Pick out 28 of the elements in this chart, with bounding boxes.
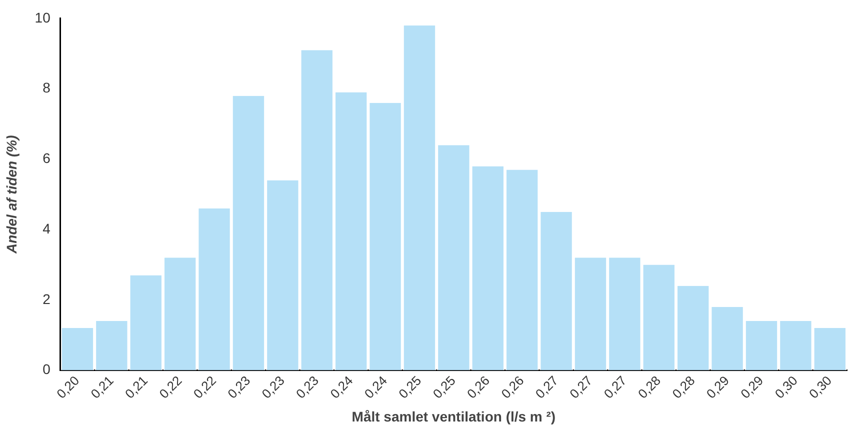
x-tick-label: 0,22 <box>156 372 185 402</box>
x-tick-label: 0,30 <box>772 372 800 402</box>
x-tick-label: 0,20 <box>54 372 82 402</box>
y-tick-label: 2 <box>42 290 51 307</box>
x-tick-label: 0,23 <box>293 372 322 402</box>
y-axis-title: Andel af tiden (%) <box>3 134 20 254</box>
x-tick-label: 0,28 <box>669 372 698 402</box>
y-tick-label: 6 <box>42 150 51 166</box>
x-tick-label: 0,25 <box>430 372 458 402</box>
x-tick-label: 0,21 <box>88 372 116 402</box>
x-tick-label: 0,26 <box>498 372 527 402</box>
x-tick-label: 0,21 <box>122 372 151 402</box>
y-tick-label: 10 <box>34 9 51 26</box>
y-tick-label: 0 <box>42 361 51 378</box>
x-axis-title: Målt samlet ventilation (l/s m ²) <box>352 408 556 424</box>
x-tick-label: 0,28 <box>635 372 664 402</box>
x-tick-label: 0,30 <box>806 372 835 402</box>
x-tick-label: 0,22 <box>190 372 219 402</box>
x-tick-label: 0,24 <box>361 372 390 402</box>
x-tick-label: 0,24 <box>327 372 356 402</box>
x-tick-label: 0,25 <box>396 372 424 402</box>
x-tick-label: 0,23 <box>258 372 288 402</box>
x-tick-label: 0,29 <box>703 372 732 402</box>
x-tick-label: 0,29 <box>738 372 766 402</box>
y-tick-label: 8 <box>42 80 51 96</box>
x-tick-label: 0,26 <box>464 372 493 402</box>
x-tick-label: 0,23 <box>224 372 254 402</box>
y-tick-label: 4 <box>42 220 51 236</box>
